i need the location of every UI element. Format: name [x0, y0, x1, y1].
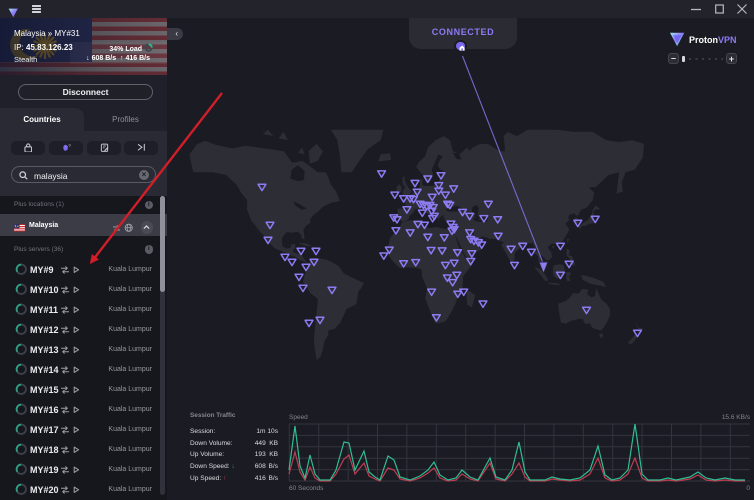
svg-text:60 Seconds: 60 Seconds — [289, 485, 324, 492]
svg-text:15.6 KB/s: 15.6 KB/s — [722, 414, 751, 421]
svg-text:ProtonVPN: ProtonVPN — [689, 35, 737, 45]
svg-text:0: 0 — [68, 143, 70, 147]
svg-text:0: 0 — [746, 485, 750, 492]
svg-text:Speed: Speed — [289, 414, 308, 421]
